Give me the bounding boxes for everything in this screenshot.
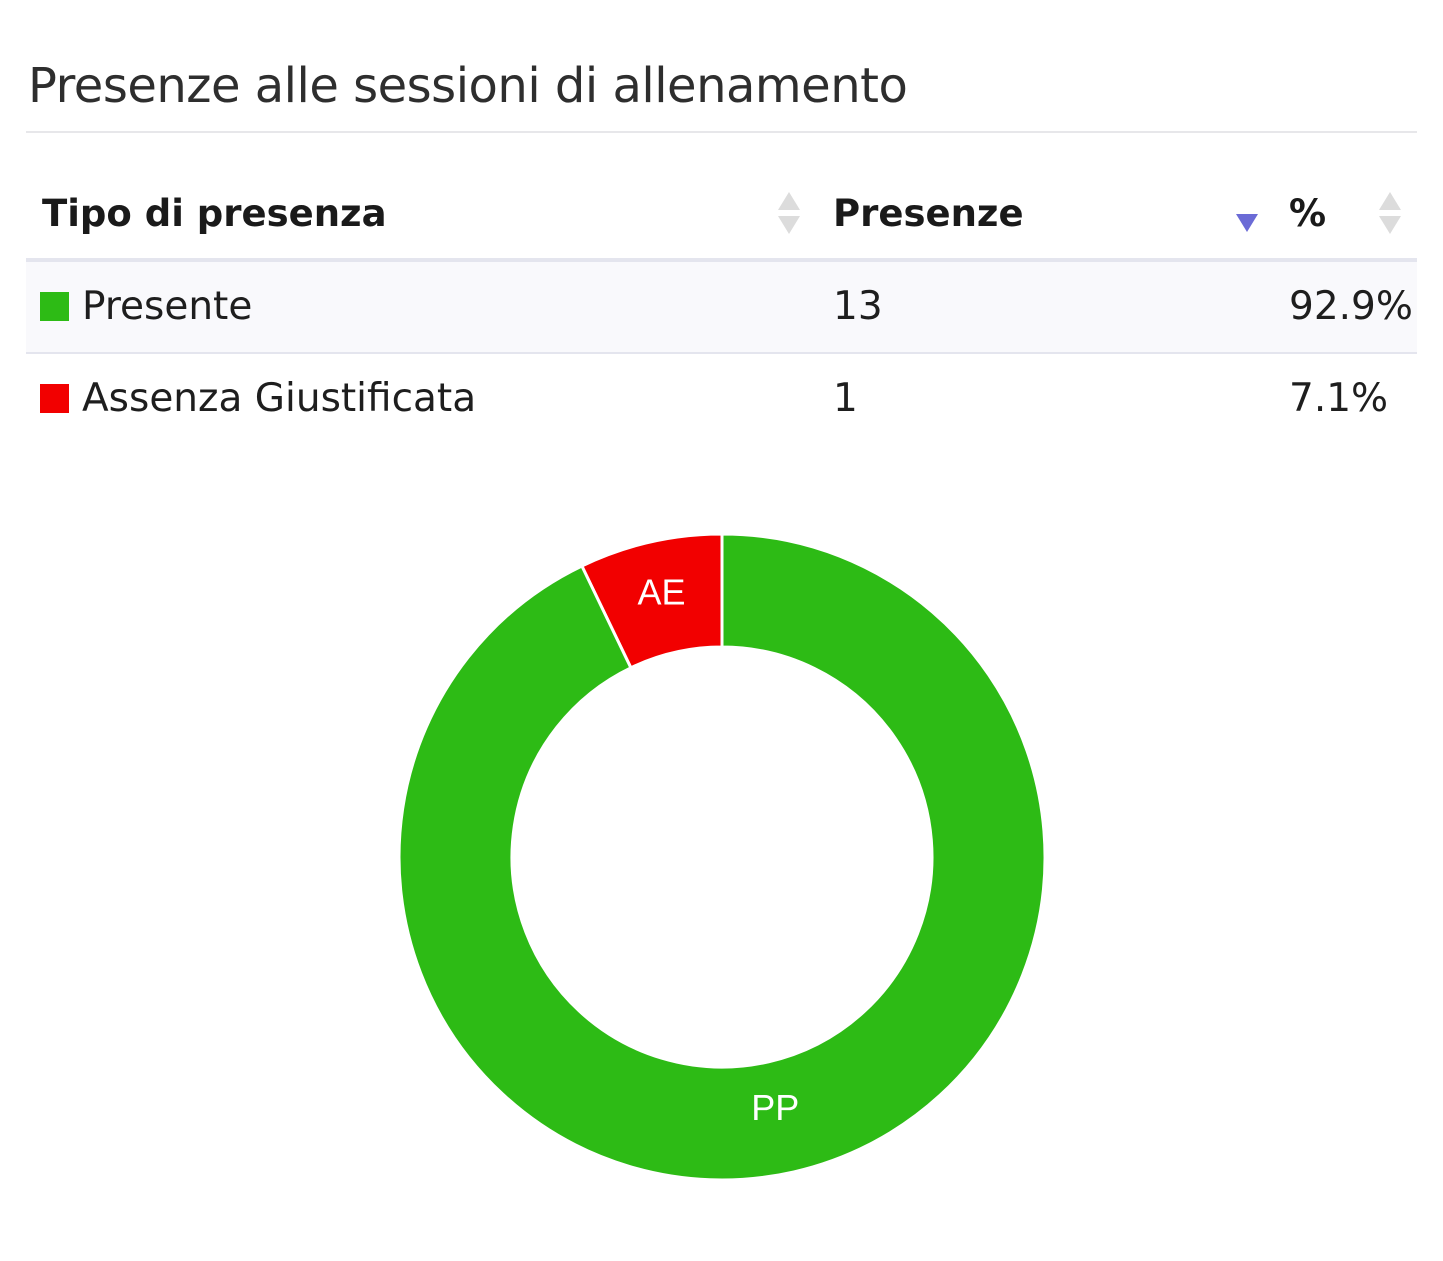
panel-title: Presenze alle sessioni di allenamento bbox=[28, 58, 908, 114]
donut-label-ae: AE bbox=[637, 571, 685, 612]
title-divider bbox=[26, 131, 1417, 133]
column-header-percent[interactable]: % bbox=[1289, 192, 1327, 235]
legend-swatch-justified-absence bbox=[40, 384, 69, 413]
donut-slice-pp[interactable] bbox=[397, 532, 1047, 1182]
row-label: Assenza Giustificata bbox=[82, 376, 477, 421]
attendance-table: Tipo di presenza Presenze % Presente 13 … bbox=[26, 168, 1417, 444]
table-row: Presente 13 92.9% bbox=[26, 262, 1417, 354]
row-percent: 7.1% bbox=[1289, 376, 1389, 421]
sort-icon[interactable] bbox=[776, 190, 802, 238]
table-header: Tipo di presenza Presenze % bbox=[26, 168, 1417, 262]
donut-label-pp: PP bbox=[751, 1087, 799, 1128]
sort-icon[interactable] bbox=[1377, 190, 1403, 238]
column-header-count[interactable]: Presenze bbox=[833, 192, 1024, 235]
row-count: 13 bbox=[833, 284, 883, 329]
row-percent: 92.9% bbox=[1289, 284, 1413, 329]
row-count: 1 bbox=[833, 376, 858, 421]
row-label: Presente bbox=[82, 284, 253, 329]
table-row: Assenza Giustificata 1 7.1% bbox=[26, 354, 1417, 444]
column-header-type[interactable]: Tipo di presenza bbox=[42, 192, 387, 235]
sort-descending-icon[interactable] bbox=[1234, 190, 1260, 238]
legend-swatch-present bbox=[40, 292, 69, 321]
